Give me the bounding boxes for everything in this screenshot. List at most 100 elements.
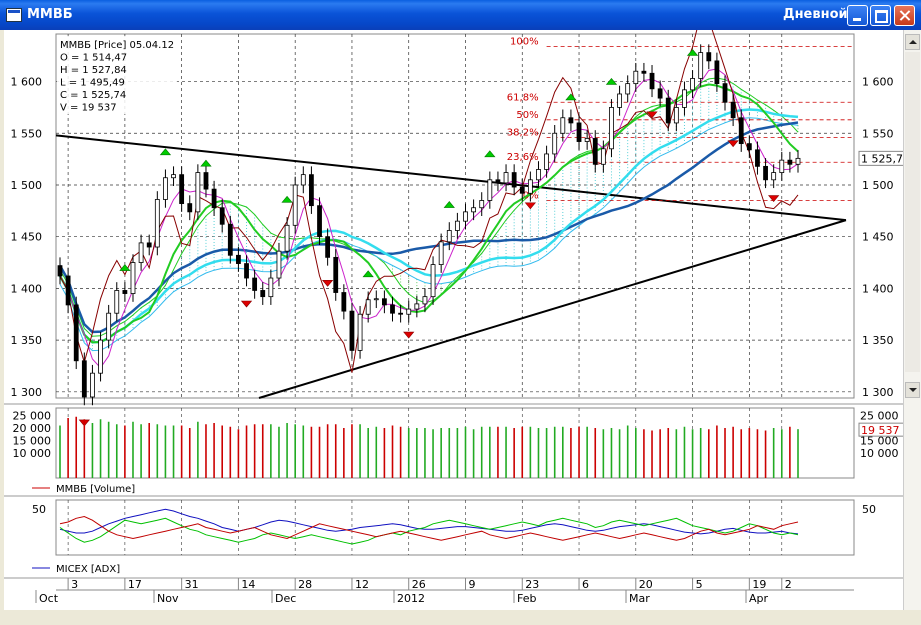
candle-body bbox=[600, 148, 606, 165]
fibonacci-level-label: 61,8% bbox=[507, 92, 539, 103]
candle-body bbox=[381, 298, 387, 306]
candle-body bbox=[527, 179, 533, 194]
candle-body bbox=[471, 207, 477, 213]
fibonacci-level-label: 50% bbox=[516, 110, 538, 121]
close-button[interactable] bbox=[894, 5, 915, 26]
title-bar[interactable]: ММВБ Дневной bbox=[0, 0, 921, 30]
x-axis-month-label: Oct bbox=[39, 592, 59, 605]
candle-body bbox=[365, 299, 371, 315]
price-tick-label-left: 1 350 bbox=[11, 334, 43, 347]
candle-body bbox=[146, 242, 152, 248]
adx-legend-label: MICEX [ADX] bbox=[56, 564, 120, 575]
adx-tick-label-left: 50 bbox=[32, 503, 46, 516]
candle-body bbox=[422, 296, 428, 305]
scroll-thumb[interactable] bbox=[905, 52, 920, 372]
upper-trendline bbox=[55, 134, 847, 222]
candle-body bbox=[552, 132, 558, 155]
buy-arrow-icon bbox=[281, 195, 293, 203]
price-panel-frame bbox=[55, 33, 855, 399]
volume-tick-label-left: 15 000 bbox=[13, 435, 52, 448]
candle-body bbox=[390, 304, 395, 314]
candle-body bbox=[698, 52, 704, 79]
candle-body bbox=[446, 230, 452, 243]
candle-body bbox=[57, 265, 63, 277]
lower-trendline bbox=[258, 219, 847, 399]
buy-arrow-icon bbox=[159, 148, 172, 156]
chart-svg[interactable]: 1 600 1 600 1 550 1 550 1 500 1 500 1 450 1 450… bbox=[4, 13, 910, 610]
candle-body bbox=[73, 304, 79, 362]
candle-body bbox=[682, 89, 687, 108]
candle-body bbox=[163, 177, 168, 200]
price-tick-label-left: 1 400 bbox=[11, 282, 43, 295]
sell-arrow-icon bbox=[321, 280, 334, 287]
volume-legend-label: ММВБ [Volume] bbox=[56, 484, 135, 495]
buy-arrow-icon bbox=[119, 264, 131, 271]
sell-arrow-icon bbox=[240, 300, 253, 308]
x-axis-month-label: Dec bbox=[275, 592, 296, 605]
candle-body bbox=[673, 107, 679, 124]
sell-arrow-icon bbox=[646, 111, 658, 119]
chart-area[interactable]: 1 600 1 600 1 550 1 550 1 500 1 500 1 450 1 450… bbox=[4, 13, 910, 610]
fibonacci-level-label: 100% bbox=[510, 36, 539, 47]
candle-body bbox=[187, 203, 193, 213]
candle-body bbox=[641, 70, 647, 74]
candle-body bbox=[463, 211, 468, 222]
candle-body bbox=[106, 312, 112, 341]
vertical-scrollbar[interactable] bbox=[903, 30, 921, 610]
candle-body bbox=[479, 200, 485, 209]
price-tick-label-right: 1 350 bbox=[862, 334, 894, 347]
volume-tick-label-left: 10 000 bbox=[13, 447, 52, 460]
minimize-button[interactable] bbox=[847, 5, 868, 26]
x-axis-day-label: 31 bbox=[185, 578, 199, 591]
candle-body bbox=[317, 205, 322, 238]
horizontal-scrollbar[interactable] bbox=[4, 610, 920, 625]
candle-body bbox=[544, 153, 549, 170]
candle-body bbox=[738, 117, 744, 145]
candle-body bbox=[252, 277, 258, 291]
candle-body bbox=[65, 275, 71, 306]
x-axis-month-label: Feb bbox=[517, 592, 536, 605]
ema-blue-line bbox=[58, 121, 799, 334]
volume-tick-label-left: 25 000 bbox=[13, 410, 52, 423]
candle-body bbox=[309, 174, 314, 207]
x-axis-month-label: Mar bbox=[629, 592, 650, 605]
fibonacci-level-label: 23,6% bbox=[507, 152, 539, 163]
ohlc-info-line: ММВБ [Price] 05.04.12 bbox=[60, 40, 174, 51]
x-axis-day-label: 3 bbox=[71, 578, 78, 591]
candle-body bbox=[746, 143, 752, 151]
candle-body bbox=[503, 172, 509, 184]
x-axis-day-label: 9 bbox=[468, 578, 475, 591]
volume-tick-label-right: 10 000 bbox=[860, 447, 899, 460]
sma-cyan-line bbox=[58, 108, 799, 344]
candle-body bbox=[154, 199, 160, 248]
period-label: Дневной bbox=[783, 7, 848, 22]
candle-body bbox=[211, 188, 217, 209]
candle-body bbox=[633, 70, 639, 85]
candle-body bbox=[130, 262, 136, 294]
volume-tick-label-left: 20 000 bbox=[13, 422, 52, 435]
sell-arrow-icon bbox=[768, 195, 780, 202]
x-axis-day-label: 20 bbox=[639, 578, 653, 591]
window-title: ММВБ bbox=[27, 7, 73, 22]
x-axis-day-label: 12 bbox=[355, 578, 369, 591]
volume-panel-frame bbox=[55, 407, 855, 479]
price-tick-label-left: 1 550 bbox=[11, 127, 43, 140]
candle-body bbox=[592, 138, 598, 165]
candle-body bbox=[300, 174, 306, 186]
candle-body bbox=[609, 107, 614, 150]
maximize-button[interactable] bbox=[870, 5, 891, 26]
candle-body bbox=[438, 241, 444, 266]
last-price-label: 1 525,74 bbox=[861, 152, 904, 165]
buy-arrow-icon bbox=[565, 93, 577, 101]
price-tick-label-right: 1 450 bbox=[862, 231, 894, 244]
candle-body bbox=[560, 117, 566, 134]
candle-body bbox=[138, 242, 144, 263]
x-axis-month-label: Nov bbox=[157, 592, 179, 605]
buy-arrow-icon bbox=[443, 201, 455, 208]
scroll-up-arrow-icon[interactable] bbox=[905, 34, 920, 50]
buy-arrow-icon bbox=[484, 150, 496, 158]
candle-body bbox=[755, 149, 760, 167]
candle-body bbox=[114, 290, 120, 314]
ohlc-info-line: C = 1 525,74 bbox=[60, 90, 126, 101]
scroll-down-arrow-icon[interactable] bbox=[905, 382, 920, 398]
